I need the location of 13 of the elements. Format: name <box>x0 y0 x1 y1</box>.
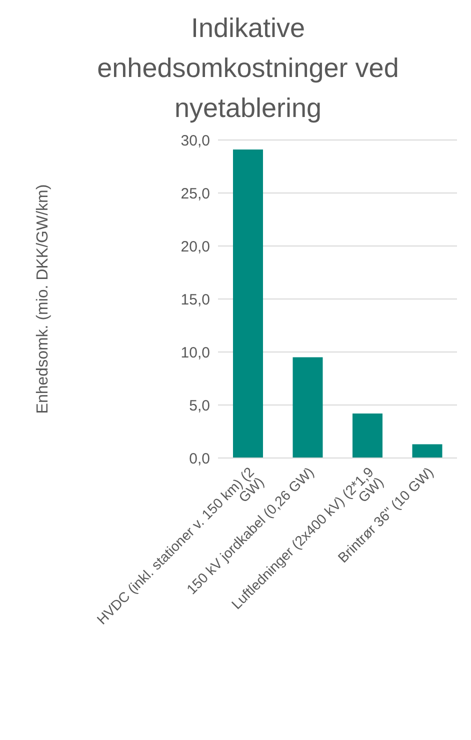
y-axis-title: Enhedsomk. (mio. DKK/GW/km) <box>34 184 52 414</box>
bar <box>292 357 323 458</box>
y-tick-label: 0,0 <box>189 450 210 468</box>
y-tick-label: 25,0 <box>180 185 210 202</box>
y-tick-label: 5,0 <box>189 397 210 414</box>
y-tick-label: 20,0 <box>180 238 210 256</box>
y-tick-label: 15,0 <box>180 291 210 308</box>
y-tick-label: 30,0 <box>180 132 210 150</box>
bar <box>233 150 263 458</box>
bar <box>412 444 442 458</box>
chart-title: Indikative enhedsomkostninger ved nyetablering <box>96 12 400 125</box>
y-tick-label: 10,0 <box>180 344 210 362</box>
bar <box>352 413 382 458</box>
